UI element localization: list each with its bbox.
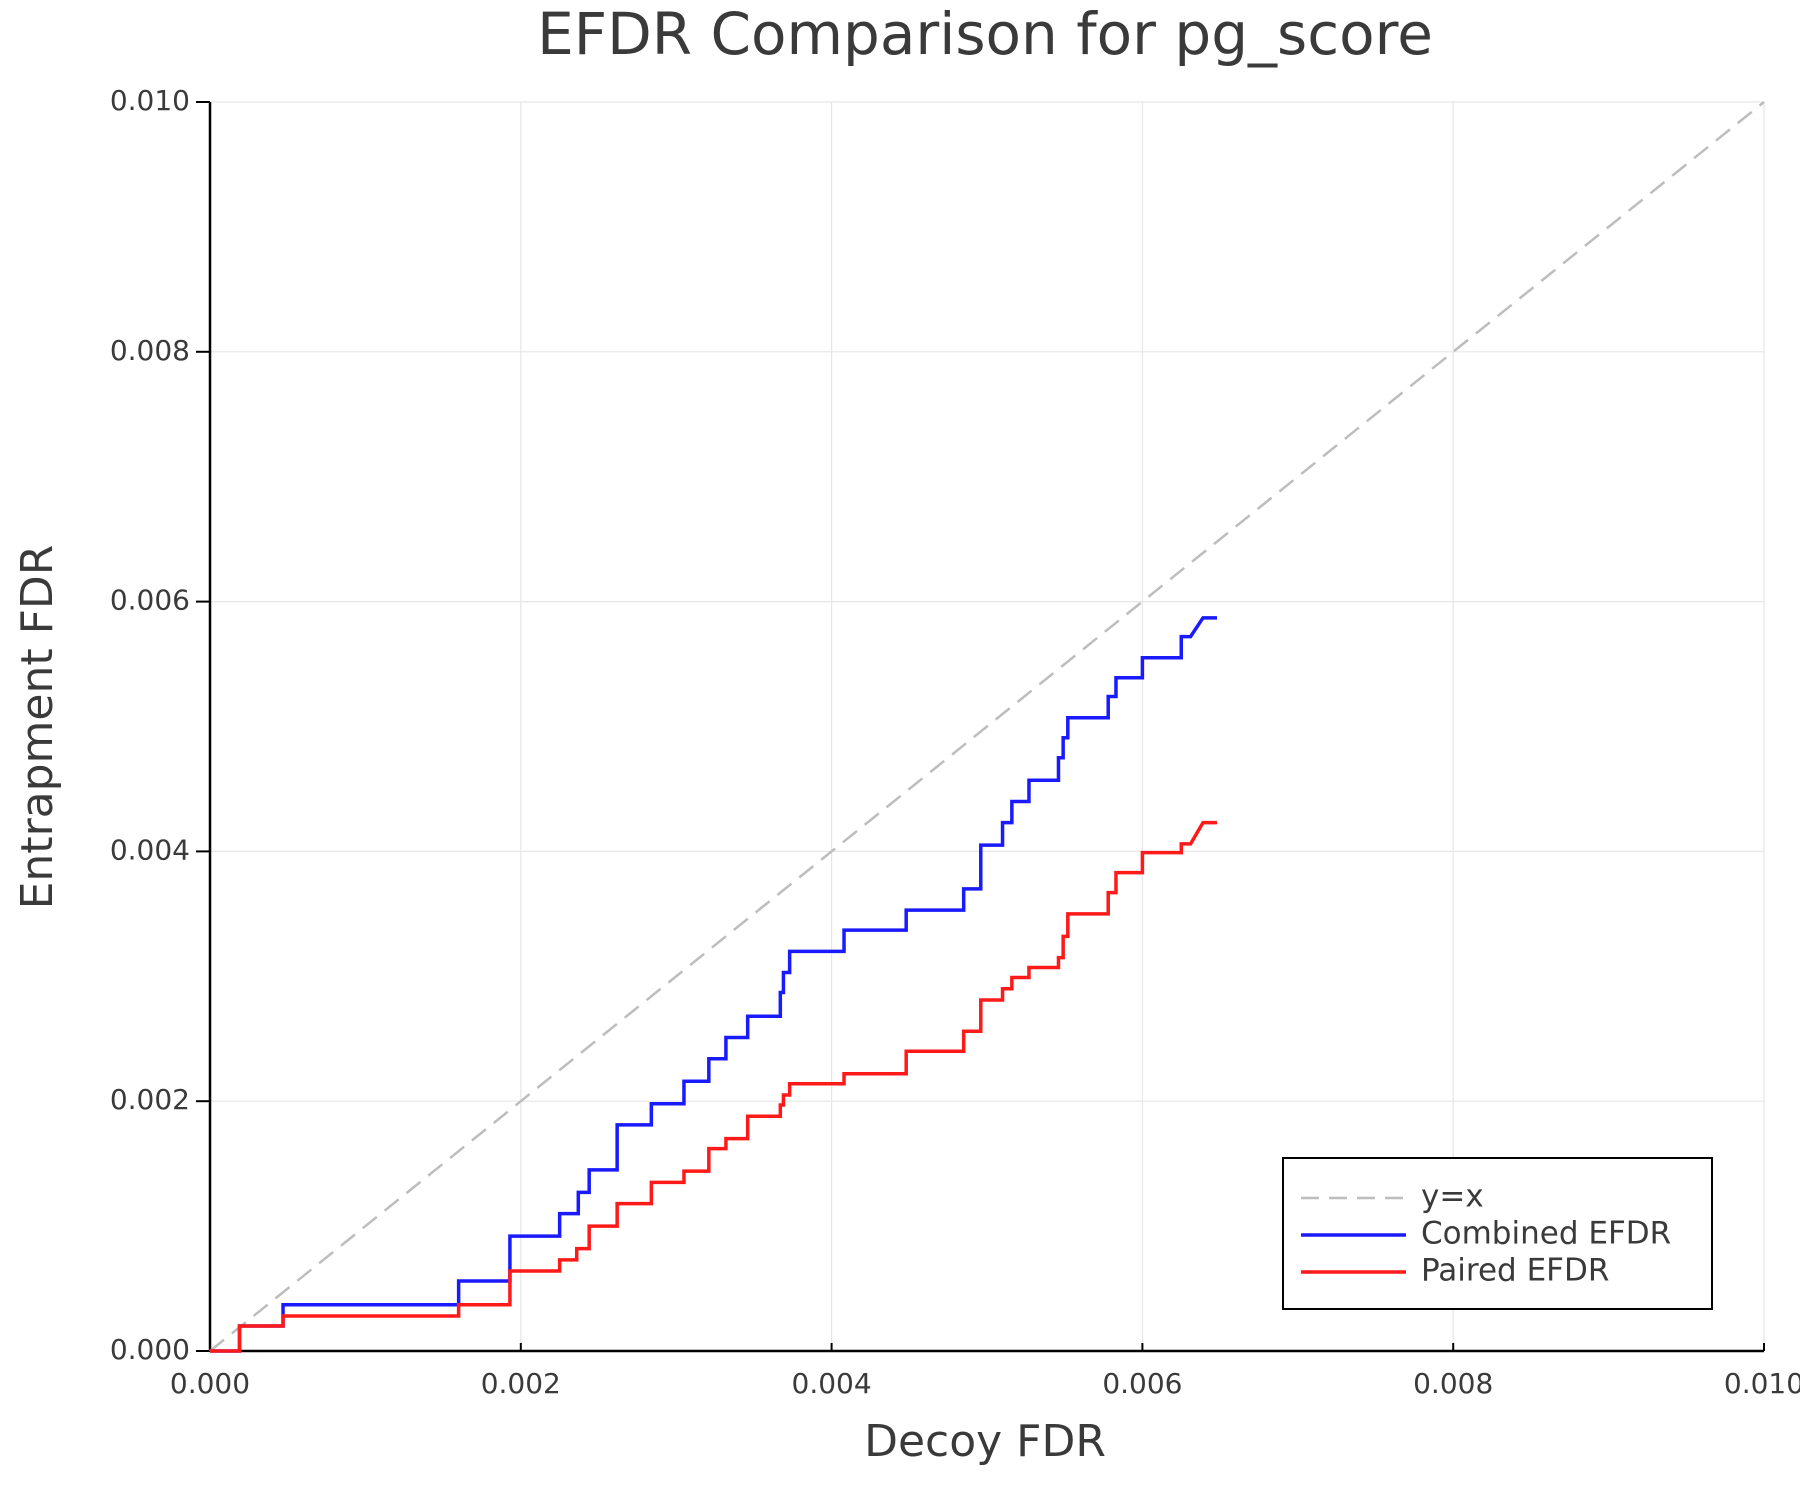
x-tick-label: 0.000	[170, 1367, 250, 1400]
y-tick-label: 0.010	[110, 84, 190, 117]
y-tick-label: 0.000	[110, 1333, 190, 1366]
legend-label: y=x	[1421, 1179, 1484, 1215]
series-line	[209, 101, 1765, 1352]
x-tick-label: 0.010	[1724, 1367, 1800, 1400]
y-tick-label: 0.004	[110, 833, 190, 866]
x-tick-label: 0.004	[792, 1367, 872, 1400]
y-tick-label: 0.008	[110, 334, 190, 367]
x-tick-label: 0.002	[481, 1367, 561, 1400]
legend-label: Paired EFDR	[1421, 1253, 1609, 1289]
x-axis-label: Decoy FDR	[864, 1416, 1106, 1467]
x-tick-label: 0.006	[1102, 1367, 1182, 1400]
series-line	[210, 616, 1217, 1353]
y-axis-label: Entrapment FDR	[12, 545, 63, 910]
series-line	[210, 820, 1217, 1353]
chart-title: EFDR Comparison for pg_score	[537, 0, 1433, 68]
y-tick-label: 0.002	[110, 1083, 190, 1116]
x-tick-label: 0.008	[1413, 1367, 1493, 1400]
y-tick-label: 0.006	[110, 584, 190, 617]
legend-label: Combined EFDR	[1421, 1216, 1671, 1252]
